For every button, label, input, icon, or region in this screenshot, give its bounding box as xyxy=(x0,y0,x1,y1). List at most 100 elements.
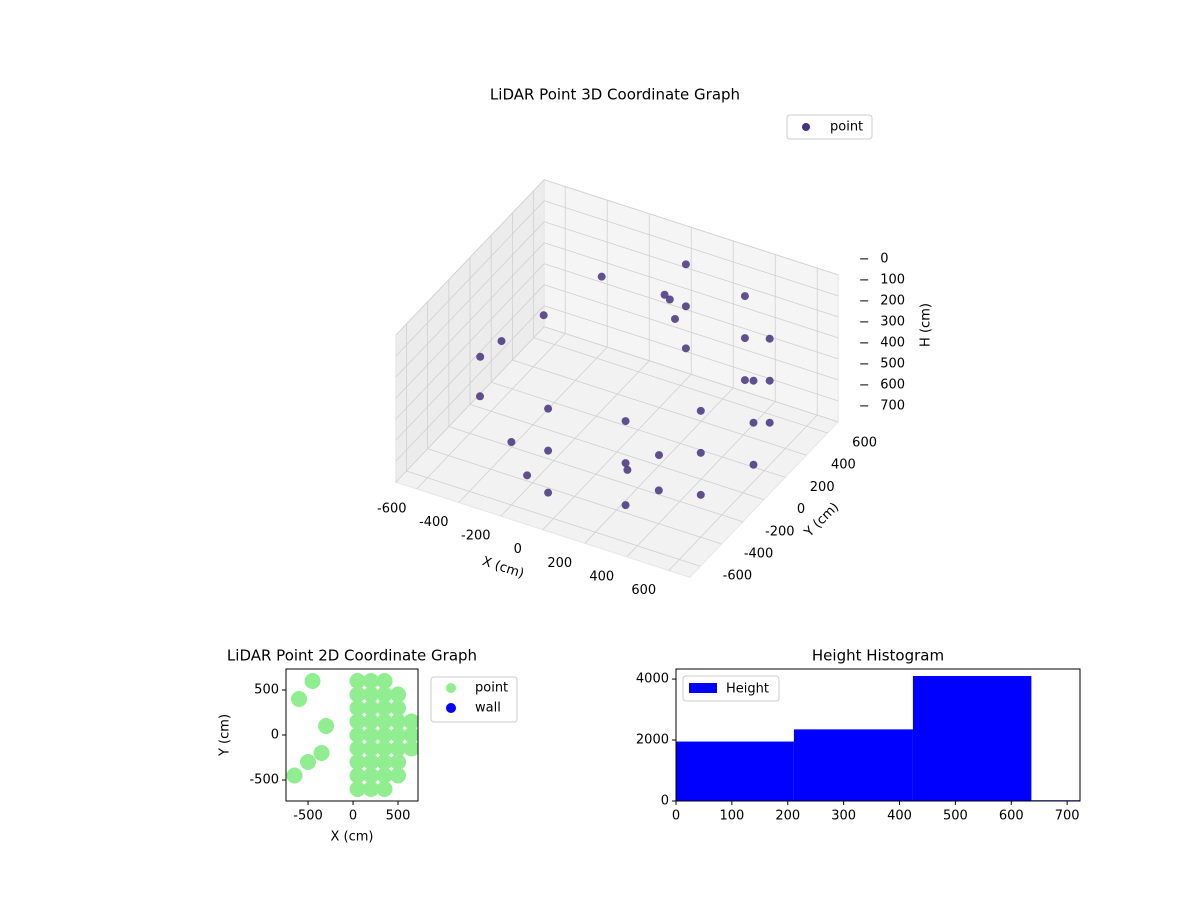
point xyxy=(523,471,532,480)
point xyxy=(765,334,774,343)
x-tick-label: 200 xyxy=(775,809,800,824)
z-tick-label: 200 xyxy=(880,293,905,308)
grid-line xyxy=(469,404,765,500)
point xyxy=(363,740,380,757)
x-tick-label: -600 xyxy=(377,501,407,516)
point xyxy=(349,713,366,730)
point xyxy=(749,418,758,427)
y-tick-label: 0 xyxy=(797,502,805,517)
point xyxy=(363,754,380,771)
x-tick-label: 200 xyxy=(547,556,572,571)
z-tick-label: 600 xyxy=(880,377,905,392)
axes-frame xyxy=(675,668,1081,802)
grid-line xyxy=(544,179,839,276)
point xyxy=(544,446,553,455)
grid-line xyxy=(395,284,545,441)
z-tick-label: 700 xyxy=(880,398,905,413)
point xyxy=(665,295,674,304)
grid-line xyxy=(544,284,839,381)
point xyxy=(349,672,366,689)
point xyxy=(654,486,663,495)
point xyxy=(286,767,303,784)
x-tick-label: 600 xyxy=(999,809,1024,824)
grid-line xyxy=(406,470,701,567)
point xyxy=(349,781,366,798)
y-tick-label: -200 xyxy=(765,524,795,539)
x-tick-label: 0 xyxy=(349,809,357,824)
point xyxy=(376,672,393,689)
point xyxy=(597,272,606,281)
x-tick-label: 400 xyxy=(887,809,912,824)
grid-line xyxy=(491,381,786,478)
y-tick-label: 0 xyxy=(661,794,669,809)
y-tick-label: 500 xyxy=(254,682,279,697)
z-tick-label: 400 xyxy=(880,335,905,350)
legend-marker xyxy=(689,683,717,693)
point xyxy=(681,302,690,311)
x-tick-label: 400 xyxy=(589,569,614,584)
grid-line xyxy=(395,326,545,483)
x-tick-label: 700 xyxy=(1055,809,1080,824)
chart-title: LiDAR Point 3D Coordinate Graph xyxy=(490,86,740,104)
x-axis-title: X (cm) xyxy=(480,554,526,582)
grid-line xyxy=(395,305,545,462)
point xyxy=(376,727,393,743)
chart-title: LiDAR Point 2D Coordinate Graph xyxy=(227,647,477,665)
point xyxy=(313,745,330,762)
bar xyxy=(676,741,794,801)
point xyxy=(300,754,317,771)
x-tick-label: 0 xyxy=(514,542,522,557)
z-tick-label: 100 xyxy=(880,272,905,287)
grid-line xyxy=(544,263,839,360)
point xyxy=(390,699,407,716)
point xyxy=(376,699,393,716)
point xyxy=(390,727,407,743)
legend-label: point xyxy=(830,120,863,135)
grid-line xyxy=(544,305,839,402)
point xyxy=(363,713,380,730)
point xyxy=(376,686,393,703)
x-tick-label: 600 xyxy=(631,583,656,598)
z-axis-title: H (cm) xyxy=(919,303,934,347)
grid-line xyxy=(395,179,545,336)
point xyxy=(349,740,366,757)
point xyxy=(544,404,553,413)
point xyxy=(376,754,393,771)
point xyxy=(623,465,632,474)
point xyxy=(390,686,407,703)
grid-line xyxy=(544,242,839,339)
point xyxy=(696,448,705,457)
point xyxy=(696,490,705,499)
y-tick-label: 600 xyxy=(852,436,877,451)
point xyxy=(390,754,407,771)
legend-label: Height xyxy=(726,682,769,697)
legend-marker xyxy=(446,703,456,713)
point xyxy=(304,672,321,689)
grid-line xyxy=(427,448,722,545)
legend-marker xyxy=(446,683,456,693)
point xyxy=(621,501,630,510)
y-axis-title: Y (cm) xyxy=(218,714,233,757)
point xyxy=(476,352,485,361)
point xyxy=(318,717,335,734)
point xyxy=(363,672,380,689)
grid-line xyxy=(544,200,839,297)
point xyxy=(696,406,705,415)
point xyxy=(655,451,663,460)
point xyxy=(765,418,774,427)
point xyxy=(291,690,308,707)
point xyxy=(390,713,407,730)
point xyxy=(765,376,774,385)
x-tick-label: 500 xyxy=(386,809,411,824)
grid-line xyxy=(544,326,839,423)
point xyxy=(349,699,366,716)
point xyxy=(390,767,407,784)
plot-area xyxy=(286,672,418,798)
x-tick-label: -200 xyxy=(461,529,491,544)
plot-area xyxy=(676,676,1080,801)
point xyxy=(681,344,690,353)
grid-line xyxy=(395,200,545,357)
y-tick-label: 200 xyxy=(810,480,835,495)
z-tick-label: 500 xyxy=(880,356,905,371)
